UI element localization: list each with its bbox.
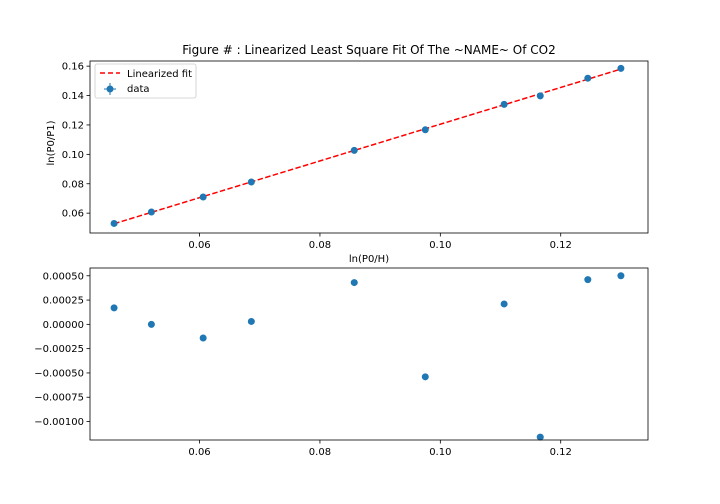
fit-x-tick-label: 0.06: [188, 240, 210, 251]
residual-data-point: [199, 334, 207, 342]
fit-data-point: [584, 74, 592, 82]
fit-y-tick-label: 0.16: [62, 62, 84, 73]
fit-data-point: [617, 64, 625, 72]
residual-data-point: [147, 320, 155, 328]
fit-fit-line: [113, 68, 622, 225]
legend-fit-label: Linearized fit: [127, 69, 192, 80]
residual-x-tick-label: 0.10: [429, 447, 451, 458]
fit-x-tick-label: 0.10: [429, 240, 451, 251]
legend-data-swatch: [104, 83, 116, 95]
residual-x-tick-label: 0.12: [550, 447, 572, 458]
legend-box: [94, 63, 197, 99]
residual-data-point: [421, 373, 429, 381]
fit-data-point: [147, 208, 155, 216]
fit-x-tick-label: 0.12: [550, 240, 572, 251]
residual-axes-frame: [89, 267, 649, 441]
fit-y-tick-label: 0.14: [62, 91, 84, 102]
residual-y-tick-label: 0.00025: [43, 296, 84, 307]
fit-x-tick-label: 0.08: [309, 240, 331, 251]
residual-data-point: [617, 272, 625, 280]
fit-data-point: [199, 193, 207, 201]
fit-plot-area: 0.06 0.08 0.10 0.12 0.06 0.08 0.10 0.12 0.14 0.16: [62, 60, 649, 251]
fit-data-point: [247, 178, 255, 186]
fit-y-tick-label: 0.08: [62, 179, 84, 190]
residual-data-point: [584, 276, 592, 284]
residual-data-point: [350, 279, 358, 287]
fit-panel: Figure # : Linearized Least Square Fit O…: [46, 43, 649, 265]
residual-y-tick-label: −0.00100: [34, 417, 84, 428]
residual-data-point: [500, 300, 508, 308]
fit-y-tick-label: 0.12: [62, 120, 84, 131]
residual-y-tick-label: −0.00050: [34, 368, 84, 379]
residual-y-tick-label: −0.00025: [34, 344, 84, 355]
residual-x-tick-label: 0.06: [188, 447, 210, 458]
fit-data-point: [421, 126, 429, 134]
residual-y-tick-label: 0.00000: [43, 320, 84, 331]
fit-data-point: [500, 100, 508, 108]
fit-y-tick-label: 0.06: [62, 209, 84, 220]
x-axis-label: ln(P0/H): [349, 254, 389, 265]
residual-panel: 0.06 0.08 0.10 0.12 −0.00100 −0.00075 −0.00050…: [34, 267, 649, 458]
legend-data-label: data: [127, 84, 150, 95]
residual-plot-area: 0.06 0.08 0.10 0.12 −0.00100 −0.00075 −0.00050…: [34, 267, 649, 458]
fit-data-point: [350, 146, 358, 154]
residual-y-tick-label: −0.00075: [34, 393, 84, 404]
fit-data-point: [110, 219, 118, 227]
residual-data-point: [536, 433, 544, 441]
fit-data-point: [536, 92, 544, 100]
residual-x-tick-label: 0.08: [309, 447, 331, 458]
residual-data-point: [247, 317, 255, 325]
legend: Linearized fit data: [94, 63, 197, 99]
residual-data-point: [110, 304, 118, 312]
fit-y-tick-label: 0.10: [62, 150, 84, 161]
fit-axes-frame: [89, 60, 649, 234]
residual-y-tick-label: 0.00050: [43, 271, 84, 282]
y-axis-label: ln(P0/P1): [46, 120, 57, 165]
chart-title: Figure # : Linearized Least Square Fit O…: [182, 43, 555, 57]
